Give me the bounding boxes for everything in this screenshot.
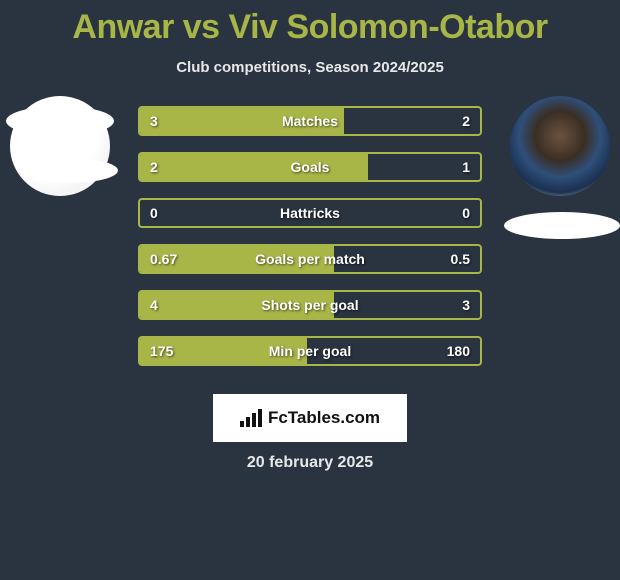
stat-value-right: 0 — [462, 200, 470, 226]
stat-value-right: 180 — [447, 338, 470, 364]
stat-row-hattricks: 0 Hattricks 0 — [138, 198, 482, 228]
stat-row-min-per-goal: 175 Min per goal 180 — [138, 336, 482, 366]
stat-value-right: 2 — [462, 108, 470, 134]
page-title: Anwar vs Viv Solomon-Otabor — [0, 8, 620, 47]
decor-ellipse — [504, 212, 620, 239]
stat-value-right: 1 — [462, 154, 470, 180]
stat-row-goals-per-match: 0.67 Goals per match 0.5 — [138, 244, 482, 274]
stat-fill — [140, 108, 344, 134]
stat-row-matches: 3 Matches 2 — [138, 106, 482, 136]
stats-section: 3 Matches 2 2 Goals 1 0 Hattricks 0 0.67… — [0, 92, 620, 388]
player-right-avatar — [510, 96, 610, 196]
branding-banner[interactable]: FcTables.com — [213, 394, 407, 442]
stat-label: Hattricks — [140, 200, 480, 226]
date-label: 20 february 2025 — [0, 454, 620, 472]
stat-row-goals: 2 Goals 1 — [138, 152, 482, 182]
stat-row-shots-per-goal: 4 Shots per goal 3 — [138, 290, 482, 320]
subtitle: Club competitions, Season 2024/2025 — [0, 59, 620, 76]
stat-fill — [140, 292, 334, 318]
stat-value-right: 3 — [462, 292, 470, 318]
stat-fill — [140, 338, 307, 364]
branding-text: FcTables.com — [268, 408, 380, 428]
decor-ellipse — [18, 158, 118, 183]
stat-value-right: 0.5 — [451, 246, 470, 272]
fctables-bars-icon — [240, 409, 262, 427]
stat-fill — [140, 154, 368, 180]
comparison-card: Anwar vs Viv Solomon-Otabor Club competi… — [0, 0, 620, 472]
decor-ellipse — [6, 106, 114, 136]
stat-fill — [140, 246, 334, 272]
stat-value-left: 0 — [150, 200, 158, 226]
